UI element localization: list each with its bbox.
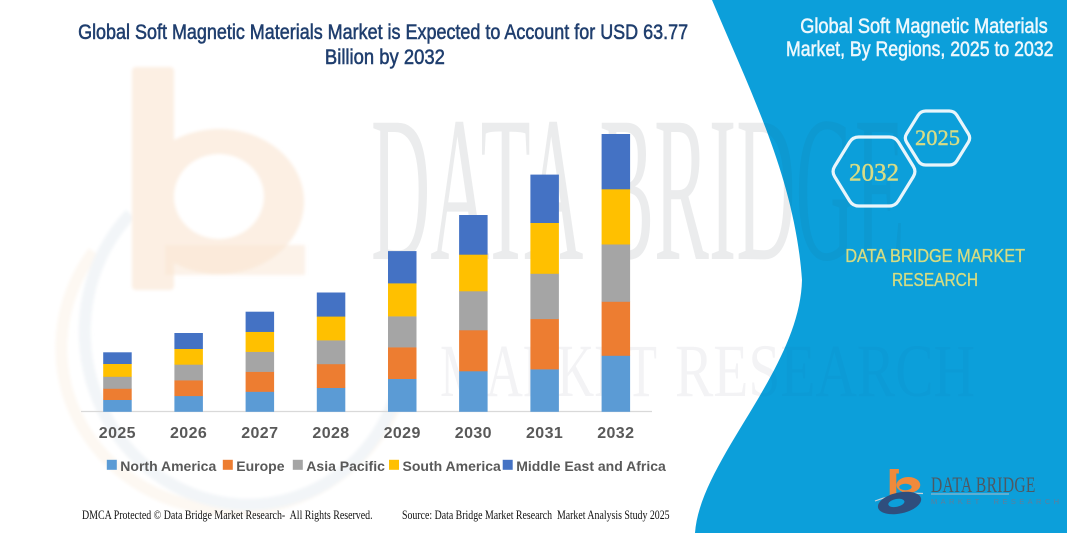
svg-text:2032: 2032: [849, 160, 899, 187]
svg-text:DATA BRIDGE: DATA BRIDGE: [371, 74, 905, 304]
svg-text:2025: 2025: [915, 125, 960, 150]
